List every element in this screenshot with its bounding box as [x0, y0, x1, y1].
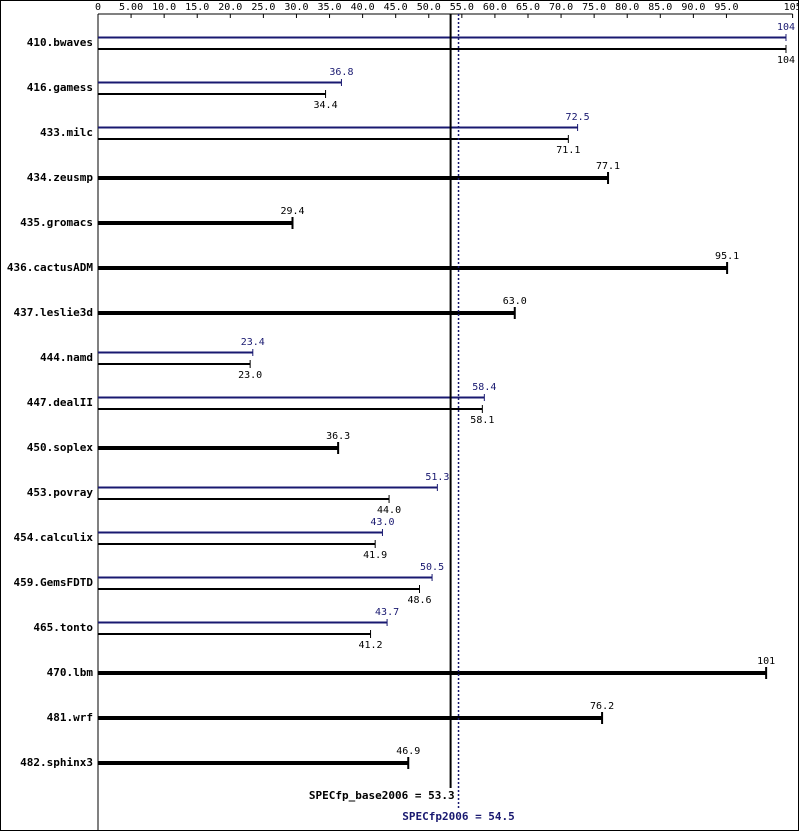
category-label: 470.lbm: [47, 666, 94, 679]
value-label: 43.7: [375, 607, 399, 618]
value-label: 77.1: [596, 161, 620, 172]
value-label: 51.3: [425, 472, 449, 483]
x-tick-label: 10.0: [152, 2, 176, 13]
bar: [98, 266, 728, 270]
x-tick-label: 65.0: [516, 2, 540, 13]
bar: [98, 176, 609, 180]
x-tick-label: 50.0: [417, 2, 441, 13]
value-label: 44.0: [377, 505, 401, 516]
value-label: 104: [777, 55, 795, 66]
x-tick-label: 70.0: [549, 2, 573, 13]
x-tick-label: 90.0: [681, 2, 705, 13]
value-label: 58.1: [470, 415, 494, 426]
x-tick-label: 85.0: [648, 2, 672, 13]
reference-label: SPECfp2006 = 54.5: [402, 810, 515, 823]
category-label: 434.zeusmp: [27, 171, 94, 184]
value-label: 63.0: [503, 296, 527, 307]
x-tick-label: 45.0: [384, 2, 408, 13]
bar: [98, 761, 409, 765]
value-label: 50.5: [420, 562, 444, 573]
x-tick-label: 20.0: [218, 2, 242, 13]
value-label: 58.4: [472, 382, 496, 393]
x-tick-label: 95.0: [714, 2, 738, 13]
category-label: 482.sphinx3: [20, 756, 93, 769]
x-tick-label: 105: [784, 2, 799, 13]
x-tick-label: 30.0: [284, 2, 308, 13]
bar: [98, 671, 767, 675]
value-label: 43.0: [370, 517, 394, 528]
category-label: 435.gromacs: [20, 216, 93, 229]
category-label: 410.bwaves: [27, 36, 93, 49]
category-label: 447.dealII: [27, 396, 93, 409]
bar: [98, 716, 603, 720]
x-tick-label: 15.0: [185, 2, 209, 13]
reference-label: SPECfp_base2006 = 53.3: [309, 789, 455, 802]
value-label: 101: [757, 656, 775, 667]
x-tick-label: 35.0: [317, 2, 341, 13]
category-label: 437.leslie3d: [14, 306, 93, 319]
category-label: 444.namd: [40, 351, 93, 364]
x-tick-label: 5.00: [119, 2, 143, 13]
value-label: 23.4: [241, 337, 265, 348]
value-label: 71.1: [556, 145, 580, 156]
value-label: 34.4: [314, 100, 338, 111]
bar: [98, 221, 293, 225]
value-label: 29.4: [280, 206, 304, 217]
category-label: 465.tonto: [33, 621, 93, 634]
value-label: 48.6: [407, 595, 431, 606]
category-label: 481.wrf: [47, 711, 93, 724]
x-tick-label: 55.0: [450, 2, 474, 13]
value-label: 41.2: [359, 640, 383, 651]
value-label: 104: [777, 22, 795, 33]
value-label: 23.0: [238, 370, 262, 381]
value-label: 76.2: [590, 701, 614, 712]
x-tick-label: 80.0: [615, 2, 639, 13]
value-label: 46.9: [396, 746, 420, 757]
category-label: 416.gamess: [27, 81, 93, 94]
category-label: 433.milc: [40, 126, 93, 139]
x-tick-label: 75.0: [582, 2, 606, 13]
category-label: 450.soplex: [27, 441, 94, 454]
bar: [98, 311, 515, 315]
category-label: 454.calculix: [14, 531, 94, 544]
x-tick-label: 40.0: [351, 2, 375, 13]
value-label: 95.1: [715, 251, 739, 262]
value-label: 36.8: [329, 67, 353, 78]
x-tick-label: 0: [95, 2, 101, 13]
category-label: 453.povray: [27, 486, 94, 499]
value-label: 72.5: [566, 112, 590, 123]
x-tick-label: 25.0: [251, 2, 275, 13]
category-label: 459.GemsFDTD: [14, 576, 94, 589]
category-label: 436.cactusADM: [7, 261, 93, 274]
x-tick-label: 60.0: [483, 2, 507, 13]
value-label: 36.3: [326, 431, 350, 442]
bar: [98, 446, 339, 450]
value-label: 41.9: [363, 550, 387, 561]
